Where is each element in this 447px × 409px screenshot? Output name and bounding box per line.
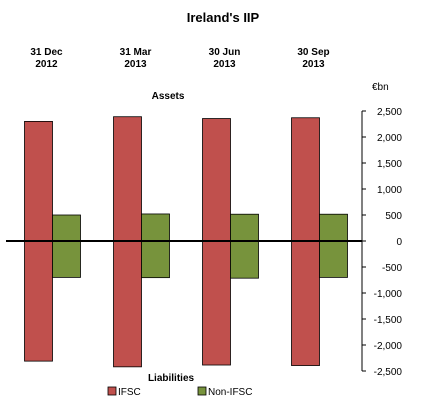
- y-tick-label: 1,500: [377, 159, 402, 170]
- category-label: 31 Mar 2013: [120, 47, 152, 70]
- bar-non-ifsc-assets: [141, 213, 170, 242]
- bar-ifsc-assets: [113, 116, 142, 242]
- bar-non-ifsc-assets: [319, 213, 348, 242]
- y-tick-label: -1,500: [374, 315, 403, 326]
- section-label-assets: Assets: [152, 91, 185, 102]
- section-label-liabilities: Liabilities: [148, 373, 195, 384]
- bar-non-ifsc-liabilities: [230, 240, 259, 279]
- y-tick-label: 2,500: [377, 107, 402, 118]
- bar-ifsc-liabilities: [291, 240, 320, 366]
- y-tick-label: -2,000: [374, 341, 403, 352]
- legend-swatch-non-ifsc: [197, 386, 207, 396]
- category-label: 30 Sep 2013: [297, 47, 329, 70]
- bar-ifsc-assets: [24, 121, 53, 242]
- bar-non-ifsc-liabilities: [52, 240, 81, 278]
- bar-non-ifsc-liabilities: [319, 240, 348, 278]
- bar-non-ifsc-liabilities: [141, 240, 170, 279]
- y-tick-label: 0: [396, 237, 402, 248]
- legend-label-ifsc: IFSC: [118, 387, 141, 398]
- y-tick-label: -2,500: [374, 367, 403, 378]
- category-label: 30 Jun 2013: [209, 47, 241, 70]
- y-tick-label: 1,000: [377, 185, 402, 196]
- y-tick-label: -500: [382, 263, 402, 274]
- unit-label: €bn: [372, 82, 389, 93]
- bar-non-ifsc-assets: [230, 213, 259, 242]
- y-tick-label: 500: [385, 211, 402, 222]
- chart-title: Ireland's IIP: [187, 10, 260, 25]
- bar-ifsc-assets: [202, 118, 231, 242]
- category-label: 31 Dec 2012: [30, 47, 63, 70]
- legend-swatch-ifsc: [107, 386, 117, 396]
- bar-ifsc-liabilities: [202, 240, 231, 366]
- legend-label-non-ifsc: Non-IFSC: [208, 387, 252, 398]
- bar-ifsc-assets: [291, 117, 320, 242]
- bar-ifsc-liabilities: [24, 240, 53, 362]
- bar-non-ifsc-assets: [52, 214, 81, 242]
- bar-ifsc-liabilities: [113, 240, 142, 368]
- y-tick-label: -1,000: [374, 289, 403, 300]
- y-tick-label: 2,000: [377, 133, 402, 144]
